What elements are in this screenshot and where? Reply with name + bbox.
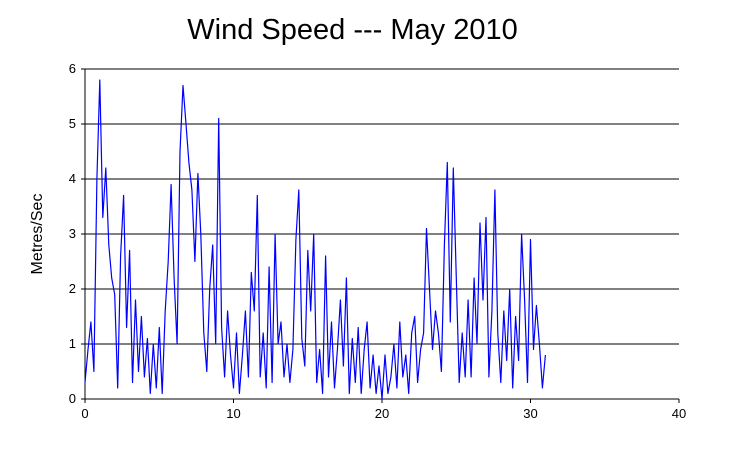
y-tick-label: 1	[69, 336, 76, 351]
series-line-0	[84, 79, 546, 400]
y-tick-label: 2	[69, 281, 76, 296]
x-tick-label: 30	[523, 406, 537, 421]
tick-labels: 0 1 2 3 4 5 6 0 10 20 30 40	[69, 61, 686, 421]
x-tick-label: 0	[81, 406, 88, 421]
grid-lines	[85, 68, 679, 345]
y-tick-label: 4	[69, 171, 76, 186]
axes	[81, 68, 680, 403]
x-tick-label: 10	[226, 406, 240, 421]
y-tick-label: 5	[69, 116, 76, 131]
x-tick-label: 40	[672, 406, 686, 421]
y-tick-label: 6	[69, 61, 76, 76]
x-tick-label: 20	[375, 406, 389, 421]
chart-title: Wind Speed --- May 2010	[187, 14, 518, 46]
y-tick-label: 3	[69, 226, 76, 241]
y-tick-label: 0	[69, 391, 76, 406]
series-group	[84, 79, 546, 400]
y-axis-label: Metres/Sec	[29, 194, 46, 275]
